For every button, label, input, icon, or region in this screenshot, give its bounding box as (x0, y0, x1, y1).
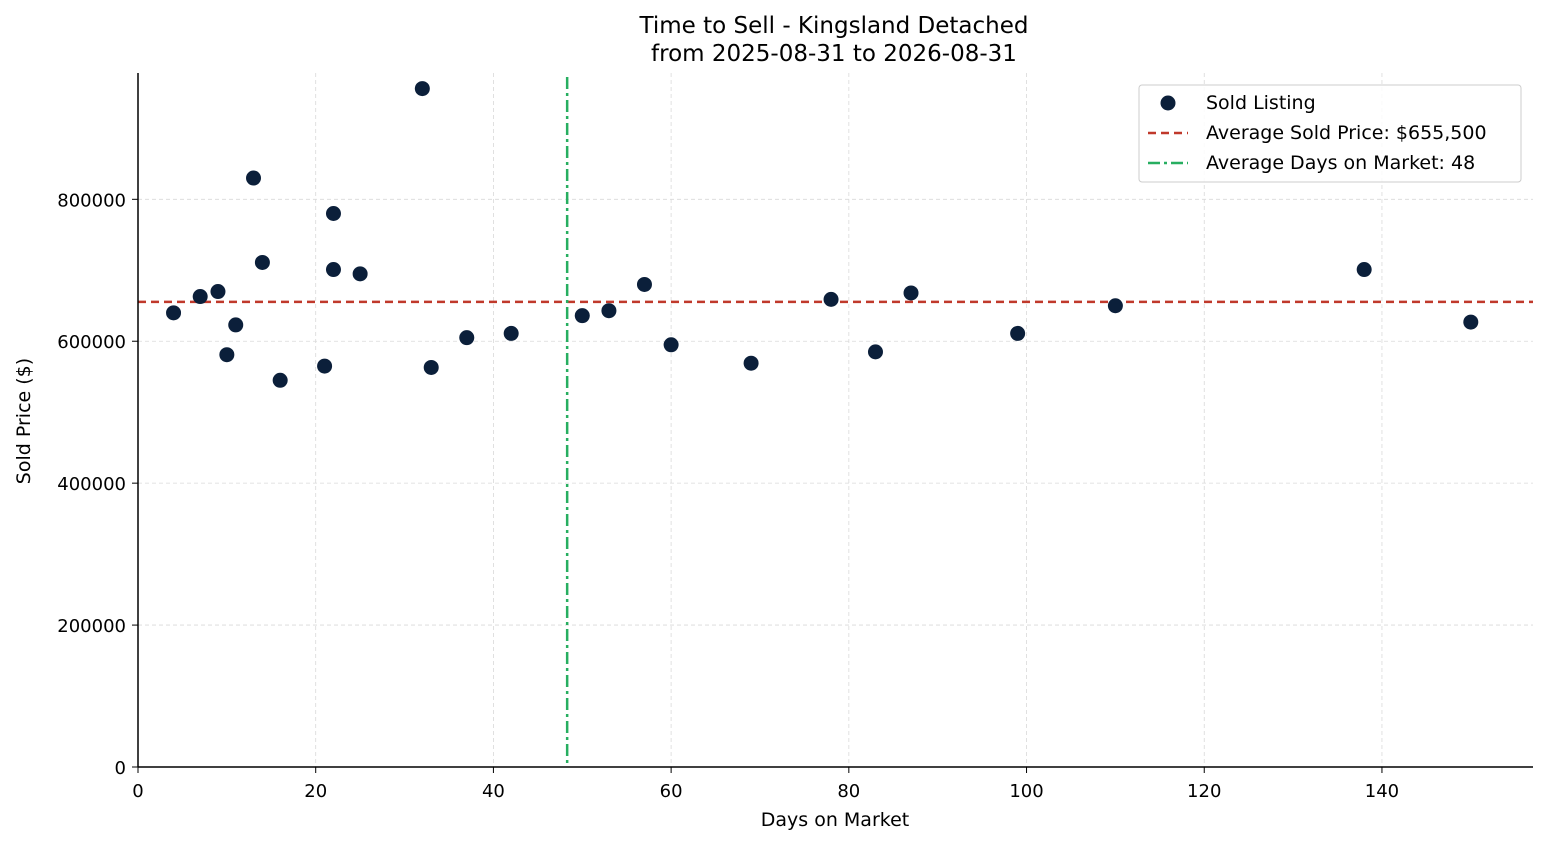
x-tick-label: 0 (132, 781, 143, 802)
sold-listing-point (414, 81, 430, 97)
x-tick-label: 60 (660, 781, 683, 802)
x-tick-label: 80 (837, 781, 860, 802)
legend-marker-sold-listing (1160, 95, 1176, 111)
sold-listing-point (574, 308, 590, 324)
sold-listing-point (503, 325, 519, 341)
y-tick-label: 200000 (57, 616, 126, 637)
y-tick-label: 800000 (57, 190, 126, 211)
sold-listing-point (1356, 262, 1372, 278)
sold-listing-point (823, 291, 839, 307)
legend-box (1138, 84, 1522, 183)
sold-listing-point (317, 358, 333, 374)
sold-listing-point (1010, 325, 1026, 341)
sold-listing-point (210, 284, 226, 300)
sold-listing-point (325, 262, 341, 278)
sold-listing-point (867, 344, 883, 360)
sold-listing-point (459, 330, 475, 346)
y-tick-label: 400000 (57, 474, 126, 495)
sold-listing-point (192, 289, 208, 305)
sold-listing-point (423, 359, 439, 375)
sold-listing-point (1463, 314, 1479, 330)
sold-listing-point (903, 285, 919, 301)
x-tick-label: 140 (1365, 781, 1399, 802)
x-tick-label: 20 (304, 781, 327, 802)
sold-listing-point (166, 305, 182, 321)
sold-listing-point (743, 355, 759, 371)
y-tick-label: 0 (115, 758, 126, 779)
sold-listing-point (219, 347, 235, 363)
x-tick-label: 120 (1187, 781, 1221, 802)
sold-listing-point (1107, 298, 1123, 314)
sold-listing-point (272, 372, 288, 388)
legend-label-avg-days: Average Days on Market: 48 (1206, 152, 1475, 174)
sold-listing-point (352, 266, 368, 282)
legend-label-avg-price: Average Sold Price: $655,500 (1206, 122, 1487, 144)
sold-listing-point (601, 303, 617, 319)
tick-labels: 0 20 40 60 80 100 120 140 0 200000 400000 600000 800… (57, 190, 1399, 802)
y-tick-label: 600000 (57, 332, 126, 353)
reference-lines (138, 77, 1533, 767)
legend-label-sold-listing: Sold Listing (1206, 92, 1316, 114)
grid (138, 73, 1533, 767)
data-points (166, 81, 1479, 388)
axes (132, 73, 1533, 773)
sold-listing-point (254, 254, 270, 270)
sold-listing-point (228, 317, 244, 333)
legend: Sold Listing Average Sold Price: $655,50… (1138, 84, 1522, 183)
y-axis-label: Sold Price ($) (13, 358, 35, 484)
x-tick-label: 40 (482, 781, 505, 802)
x-tick-label: 100 (1009, 781, 1043, 802)
sold-listing-point (246, 170, 262, 186)
chart-subtitle: from 2025-08-31 to 2026-08-31 (651, 41, 1017, 67)
sold-listing-point (325, 206, 341, 222)
x-axis-label: Days on Market (761, 809, 909, 831)
chart-title: Time to Sell - Kingsland Detached (638, 13, 1028, 39)
sold-listing-point (663, 337, 679, 353)
sold-listing-point (636, 276, 652, 292)
